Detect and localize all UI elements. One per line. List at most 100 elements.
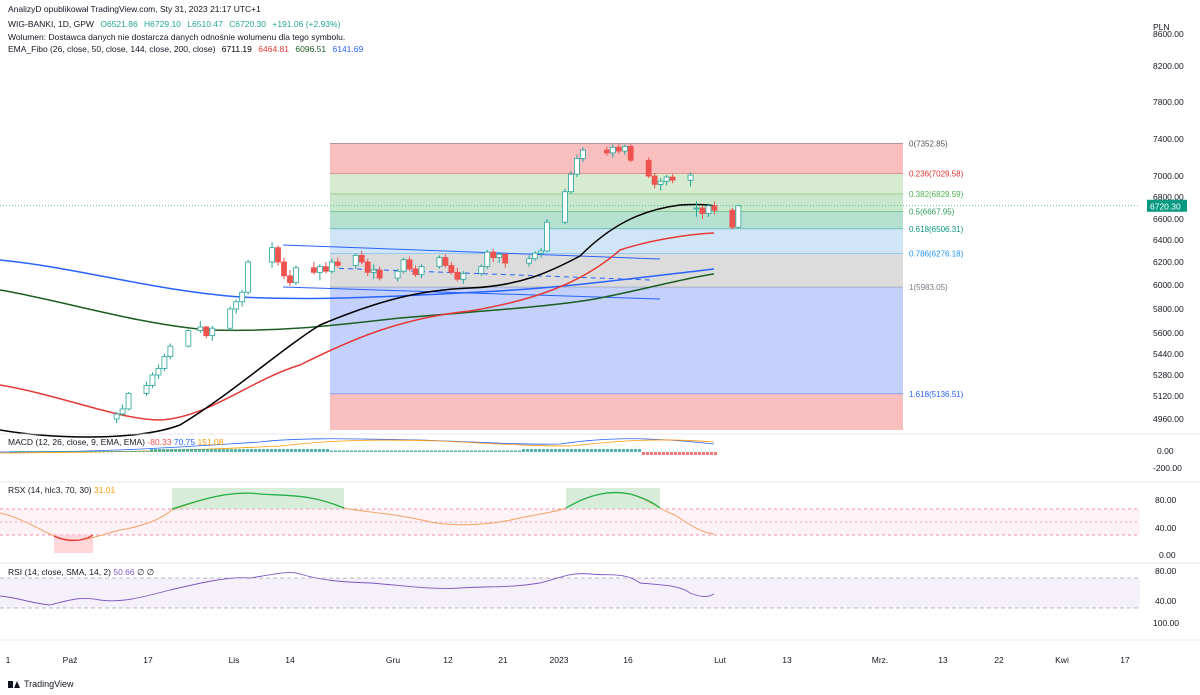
macd-hist-bar [410,450,413,452]
macd-legend[interactable]: MACD (12, 26, close, 9, EMA, EMA) -80.33… [8,437,224,447]
candle-body [621,145,628,152]
macd-hist-bar [626,449,629,452]
rsi-title[interactable]: RSI (14, close, SMA, 14, 2) [8,567,111,577]
rsi-pane[interactable]: 80.00 40.00 100.00 [0,433,1200,641]
macd-hist-bar [130,451,133,452]
macd-hist-bar [10,451,13,452]
macd-hist-bar [198,449,201,452]
macd-axis-0: 0.00 [1157,446,1174,456]
macd-hist-bar [246,449,249,452]
macd-hist-bar [266,449,269,452]
macd-hist-bar [442,450,445,452]
fib-label-6: 1(5983.05) [909,283,948,292]
macd-hist-bar [510,450,513,452]
time-tick-14: 22 [994,655,1004,665]
price-tick-5: 6800.00 [1153,192,1184,202]
tradingview-label: TradingView [24,679,74,689]
price-tick-8: 6200.00 [1153,257,1184,267]
macd-hist-bar [714,452,717,455]
candle-body [143,385,150,394]
macd-hist-bar [474,450,477,452]
macd-hist-bar [98,451,101,452]
macd-hist-bar [274,449,277,452]
macd-hist-bar [698,452,701,455]
macd-hist-bar [438,450,441,452]
macd-hist-bar [586,449,589,452]
candle-body [203,326,210,337]
macd-hist-bar [414,450,417,452]
candlesticks[interactable] [113,143,742,424]
symbol-line[interactable]: WIG-BANKI, 1D, GPW O6521.86 H6729.10 L65… [8,19,344,30]
candle-body [454,271,461,280]
candle-8 [185,329,192,348]
candle-body [275,247,281,263]
candle-body [436,257,443,268]
rsx-title[interactable]: RSX (14, hlc3, 70, 30) [8,485,92,495]
candle-14 [239,289,246,307]
macd-pane[interactable]: 0.00 -200.00 [0,438,1182,473]
candle-body [568,173,574,193]
candle-body [562,191,568,223]
macd-hist-bar [38,451,41,452]
macd-hist-bar [194,449,197,452]
candle-32 [400,257,407,274]
macd-hist-bar [22,451,25,452]
candle-body [532,252,538,260]
rsx-legend[interactable]: RSX (14, hlc3, 70, 30) 31.01 [8,485,115,495]
macd-hist-bar [702,452,705,455]
candle-49 [544,219,550,253]
price-tick-0: 8600.00 [1153,29,1184,39]
candle-body [185,330,192,347]
macd-hist-bar [66,451,69,452]
low-value: L6510.47 [187,19,223,29]
candle-37 [442,254,449,268]
macd-hist-bar [86,451,89,452]
footer-brand[interactable]: TradingView [8,679,74,689]
candle-60 [651,173,658,189]
fib-label-7: 1.618(5136.51) [909,390,964,399]
time-axis[interactable]: 1 Paź 17 Lis 14 Gru 12 21 2023 16 Lut 13 Mrz. 13 22 Kwi… [6,655,1130,665]
candle-7 [167,343,174,360]
macd-hist-bar [90,451,93,452]
macd-hist-bar [258,449,261,452]
macd-hist-bar [54,451,57,452]
macd-hist-bar [154,449,157,452]
macd-hist-bar [310,449,313,452]
candle-53 [580,147,586,163]
candle-21 [310,262,317,275]
ema26-line [0,203,715,438]
rsx-pane[interactable]: 80.00 40.00 0.00 [0,488,1177,560]
macd-hist-bar [482,450,485,452]
ema-legend[interactable]: EMA_Fibo (26, close, 50, close, 144, clo… [8,44,367,55]
candle-24 [328,258,335,274]
candle-20 [293,265,299,285]
rsx-overbought-zone-1 [172,488,344,509]
candle-25 [334,257,341,268]
macd-hist-bar [642,452,645,455]
time-tick-1: Paź [63,655,78,665]
rsx-line-oversold [53,534,94,542]
candle-body [161,356,168,369]
candle-15 [245,259,252,295]
time-tick-12: Mrz. [872,655,889,665]
macd-title[interactable]: MACD (12, 26, close, 9, EMA, EMA) [8,437,145,447]
candle-35 [418,264,425,279]
price-tick-14: 5120.00 [1153,391,1184,401]
last-price-tag [1147,199,1187,212]
macd-hist-bar [106,451,109,452]
macd-hist-bar [502,450,505,452]
fib-band-4 [330,228,903,254]
rsi-legend[interactable]: RSI (14, close, SMA, 14, 2) 50.66 ∅ ∅ [8,567,154,578]
rsx-line-overbought-2 [565,491,661,509]
ema-title[interactable]: EMA_Fibo (26, close, 50, close, 144, clo… [8,44,216,54]
candle-70 [735,204,742,229]
macd-hist-bar [362,450,365,452]
macd-hist-bar [298,449,301,452]
fibonacci-retracement[interactable]: 0(7352.85) 0.236(7029.58) 0.382(6829.59) 0.… [0,139,1138,430]
symbol-text[interactable]: WIG-BANKI, 1D, GPW [8,19,94,29]
candle-body [233,301,240,310]
candle-body [400,259,407,272]
price-tick-6: 6600.00 [1153,214,1184,224]
